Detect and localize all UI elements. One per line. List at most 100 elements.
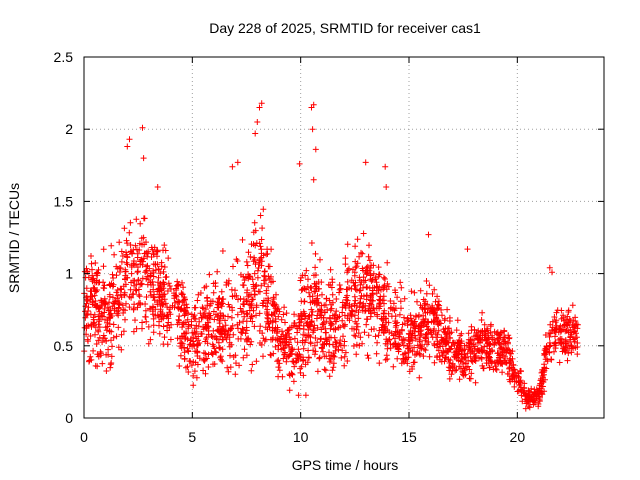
data-point (443, 341, 449, 348)
data-point (96, 324, 103, 331)
data-point (375, 287, 382, 294)
data-point (181, 330, 187, 337)
data-point (312, 250, 319, 257)
data-point (254, 274, 261, 281)
data-point (349, 266, 356, 273)
data-point (200, 367, 207, 374)
data-point (147, 306, 154, 313)
data-point (172, 299, 179, 306)
data-point (123, 237, 130, 244)
data-point (408, 321, 414, 328)
data-point (281, 351, 288, 357)
data-point (188, 311, 195, 318)
data-point (120, 328, 127, 335)
data-point (328, 334, 334, 341)
data-point (243, 310, 250, 317)
data-point (198, 315, 205, 321)
data-point (435, 321, 442, 328)
data-point (175, 298, 182, 305)
data-point (420, 353, 427, 360)
data-point (431, 359, 438, 366)
data-point (280, 355, 287, 362)
data-point (95, 337, 102, 344)
data-point (171, 304, 178, 311)
data-point (101, 295, 108, 302)
data-point (176, 299, 183, 306)
data-point (186, 358, 193, 364)
data-point (424, 326, 431, 333)
data-point (88, 356, 95, 363)
data-point (401, 350, 408, 357)
data-point (92, 362, 99, 369)
data-point (138, 257, 145, 264)
data-point (244, 262, 251, 269)
data-point (220, 336, 227, 343)
data-point (442, 315, 448, 322)
data-point (117, 265, 124, 272)
data-point (248, 367, 255, 374)
data-point (509, 367, 516, 374)
data-point (418, 319, 425, 326)
data-point (300, 326, 307, 333)
data-point (209, 334, 216, 341)
data-point (487, 341, 494, 347)
data-point (311, 272, 317, 279)
data-point (260, 353, 266, 360)
data-point (338, 354, 345, 361)
data-point (157, 282, 164, 289)
data-point (318, 345, 325, 352)
data-point (308, 318, 315, 325)
data-point (174, 335, 181, 342)
data-point (173, 293, 180, 300)
data-point (456, 376, 463, 383)
data-point (457, 332, 464, 339)
axes (83, 56, 605, 419)
data-point (303, 267, 310, 274)
data-point (140, 155, 147, 162)
data-point (294, 329, 301, 336)
data-point (232, 287, 238, 294)
data-point (315, 285, 322, 292)
data-point (147, 292, 154, 299)
data-point (344, 292, 351, 299)
data-point (265, 263, 272, 270)
data-point (191, 315, 198, 322)
data-point (573, 334, 580, 341)
data-point (562, 348, 569, 355)
data-point (106, 328, 113, 335)
data-point (181, 344, 188, 351)
data-point (287, 351, 294, 358)
data-point (178, 290, 185, 297)
data-point (183, 309, 190, 316)
data-point (531, 391, 538, 398)
data-point (150, 261, 157, 268)
data-point (210, 289, 217, 296)
data-point (554, 307, 561, 314)
data-point (89, 266, 95, 273)
data-point (546, 343, 553, 350)
data-point (115, 312, 122, 319)
data-point (375, 264, 382, 271)
data-point (106, 315, 113, 322)
data-point (355, 309, 362, 316)
data-point (256, 240, 263, 247)
data-point (243, 337, 250, 344)
data-point (218, 329, 225, 336)
data-point (290, 378, 297, 385)
data-point (88, 253, 94, 259)
data-point (201, 284, 208, 291)
data-point (547, 342, 554, 349)
data-point (147, 279, 154, 286)
data-point (228, 314, 235, 321)
data-point (106, 291, 113, 298)
data-point (544, 358, 551, 365)
data-point (286, 343, 292, 350)
data-point (354, 323, 361, 330)
data-point (460, 372, 467, 379)
data-point (201, 357, 208, 364)
data-point (239, 282, 246, 288)
data-point (421, 346, 428, 353)
data-point (268, 279, 275, 286)
data-point (161, 296, 168, 303)
data-point (208, 349, 215, 356)
